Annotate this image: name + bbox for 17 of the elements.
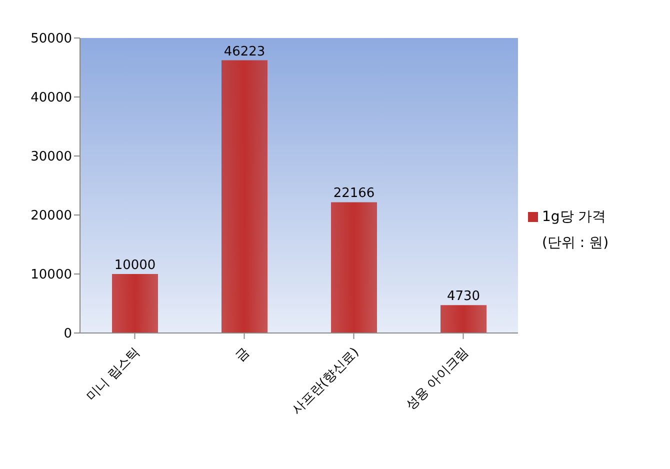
bar	[331, 202, 377, 333]
y-tick-label: 10000	[30, 268, 72, 283]
data-label: 46223	[224, 44, 266, 60]
bar	[112, 274, 158, 333]
text: (단위 : 원)	[542, 234, 610, 252]
y-tick-label: 20000	[30, 208, 72, 224]
data-label: 4730	[446, 289, 480, 304]
y-tick-label: 30000	[30, 150, 72, 165]
y-tick-label: 40000	[30, 90, 72, 106]
y-tick-label: 50000	[30, 32, 72, 47]
bar	[440, 305, 486, 333]
y-tick-label: 0	[64, 326, 72, 342]
data-label: 22166	[333, 186, 375, 202]
data-label: 10000	[114, 258, 156, 273]
legend-label: 1g당 가격	[542, 208, 606, 226]
x-tick-label: 금	[232, 344, 253, 365]
bar	[222, 60, 268, 333]
